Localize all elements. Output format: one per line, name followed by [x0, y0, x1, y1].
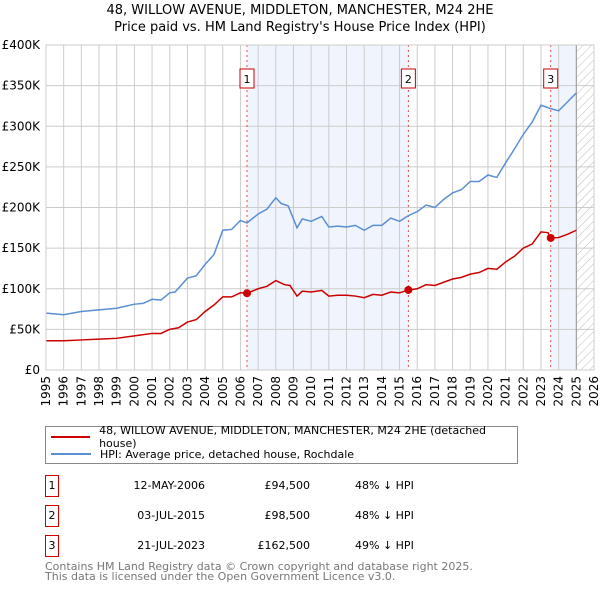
transaction-price: £98,500 [264, 509, 311, 522]
x-tick-label: 2011 [322, 376, 336, 407]
transaction-marker: 1 [45, 475, 59, 497]
x-tick-label: 2023 [534, 376, 548, 407]
x-tick-label: 2021 [499, 376, 513, 407]
legend-label: 48, WILLOW AVENUE, MIDDLETON, MANCHESTER… [99, 424, 486, 450]
x-tick-label: 2026 [587, 376, 600, 407]
x-tick-label: 2022 [516, 376, 530, 407]
transaction-date: 21-JUL-2023 [137, 539, 205, 552]
x-tick-label: 2008 [269, 376, 283, 407]
x-tick-label: 2007 [251, 376, 265, 407]
x-tick-label: 2009 [286, 376, 300, 407]
x-tick-label: 2025 [569, 376, 583, 407]
transaction-marker: 2 [45, 505, 59, 527]
legend-item-property: 48, WILLOW AVENUE, MIDDLETON, MANCHESTER… [51, 424, 517, 450]
x-tick-label: 2004 [198, 376, 212, 407]
y-tick-label: £50K [9, 322, 41, 336]
y-tick-label: £350K [2, 79, 42, 93]
sale-marker-box [239, 68, 255, 89]
transaction-date: 03-JUL-2015 [137, 509, 205, 522]
sale-marker-label: 2 [405, 73, 412, 86]
x-tick-label: 1996 [57, 376, 71, 407]
legend-swatch [51, 453, 91, 455]
x-tick-label: 2005 [216, 376, 230, 407]
x-tick-label: 1995 [39, 376, 53, 407]
transaction-hpi-diff: 48% ↓ HPI [355, 479, 414, 492]
price-chart: 1995 1996 1997 1998 1999 2000 2001 2002 2003 2004… [2, 38, 600, 407]
sale-marker-label: 3 [547, 73, 554, 86]
transaction-row: 2 03-JUL-2015 £98,500 48% ↓ HPI [45, 505, 545, 527]
x-tick-label: 2002 [163, 376, 177, 407]
x-tick-label: 2000 [127, 376, 141, 407]
x-tick-label: 2019 [463, 376, 477, 407]
x-tick-label: 2015 [393, 376, 407, 407]
sale-marker-box [543, 68, 559, 89]
chart-title: 48, WILLOW AVENUE, MIDDLETON, MANCHESTER… [106, 3, 494, 18]
x-tick-label: 1997 [74, 376, 88, 407]
transaction-price: £94,500 [264, 479, 311, 492]
x-tick-label: 2016 [410, 376, 424, 407]
x-tick-label: 2006 [233, 376, 247, 407]
y-tick-label: £100K [2, 282, 42, 296]
hpi-series-line [45, 92, 577, 316]
legend-swatch [51, 436, 91, 438]
legend-item-hpi: HPI: Average price, detached house, Roch… [51, 446, 354, 462]
transaction-row: 1 12-MAY-2006 £94,500 48% ↓ HPI [45, 475, 545, 497]
footer-licence: This data is licensed under the Open Gov… [45, 570, 396, 583]
y-tick-label: £0 [25, 363, 40, 377]
transaction-marker: 3 [45, 535, 59, 557]
y-tick-label: £300K [2, 119, 42, 133]
x-tick-label: 2001 [145, 376, 159, 407]
y-tick-label: £150K [2, 241, 42, 255]
x-tick-label: 2024 [552, 376, 566, 407]
sale-point [404, 285, 413, 294]
sale-marker-box [400, 68, 416, 89]
sale-point [242, 289, 251, 298]
x-tick-label: 1998 [92, 376, 106, 407]
transaction-date: 12-MAY-2006 [133, 479, 205, 492]
sale-marker-label: 1 [243, 73, 250, 86]
legend-label: HPI: Average price, detached house, Roch… [100, 447, 355, 461]
x-tick-label: 2013 [357, 376, 371, 407]
plot-border [45, 44, 595, 371]
transaction-hpi-diff: 49% ↓ HPI [355, 539, 414, 552]
x-tick-label: 2020 [481, 376, 495, 407]
chart-subtitle: Price paid vs. HM Land Registry's House … [114, 20, 486, 35]
y-tick-label: £400K [2, 38, 42, 52]
footer-copyright: Contains HM Land Registry data © Crown c… [45, 560, 473, 573]
x-tick-label: 2014 [375, 376, 389, 407]
x-tick-label: 1999 [110, 376, 124, 407]
y-tick-label: £250K [2, 160, 42, 174]
property-series-line [46, 229, 577, 342]
y-tick-label: £200K [2, 201, 42, 215]
x-tick-label: 2012 [340, 376, 354, 407]
x-tick-label: 2003 [180, 376, 194, 407]
x-tick-label: 2010 [304, 376, 318, 407]
chart-legend: 48, WILLOW AVENUE, MIDDLETON, MANCHESTER… [45, 424, 518, 464]
transaction-hpi-diff: 48% ↓ HPI [355, 509, 414, 522]
transaction-price: £162,500 [257, 539, 311, 552]
x-tick-label: 2018 [446, 376, 460, 407]
transaction-row: 3 21-JUL-2023 £162,500 49% ↓ HPI [45, 535, 545, 557]
sale-point [546, 233, 555, 242]
x-tick-label: 2017 [428, 376, 442, 407]
